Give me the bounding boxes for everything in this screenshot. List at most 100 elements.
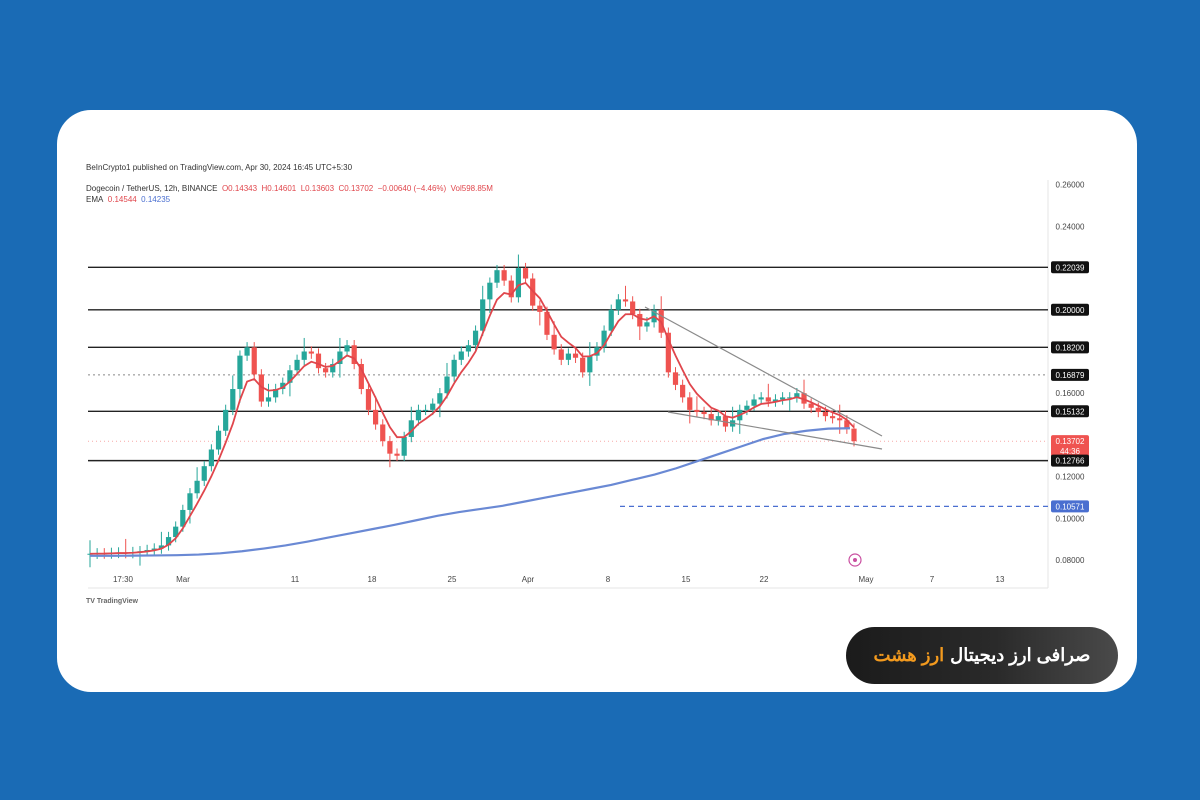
event-marker-dot xyxy=(853,558,857,562)
candle-body xyxy=(415,409,422,421)
candle-body xyxy=(672,372,679,385)
candle-body xyxy=(365,389,372,410)
candle-body xyxy=(380,424,386,442)
candle-body xyxy=(694,409,700,412)
candle-body xyxy=(358,364,364,390)
x-tick-label: 15 xyxy=(682,575,691,584)
current-price-label: 0.13702 xyxy=(1056,437,1085,446)
candle-body xyxy=(844,420,850,429)
candle-body xyxy=(330,364,336,373)
ema-slow-value: 0.14235 xyxy=(141,195,171,204)
candle-body xyxy=(465,345,472,352)
candle-body xyxy=(194,480,200,494)
candle-body xyxy=(301,351,307,360)
y-tick-label: 0.22039 xyxy=(1056,263,1085,272)
y-tick-label: 0.20000 xyxy=(1056,306,1085,315)
candle-body xyxy=(572,353,579,358)
low-value: L0.13603 xyxy=(300,184,335,193)
candle-body xyxy=(394,453,400,456)
candle-body xyxy=(515,268,522,298)
candle-body xyxy=(323,368,329,373)
candle-body xyxy=(601,330,607,348)
chart-card xyxy=(57,110,1137,692)
close-value: C0.13702 xyxy=(338,184,374,193)
y-tick-label: 0.16879 xyxy=(1056,371,1085,380)
candle-body xyxy=(387,441,393,454)
candle-body xyxy=(787,397,793,399)
candle-body xyxy=(687,397,693,410)
candle-body xyxy=(487,282,493,300)
candle-body xyxy=(522,268,529,279)
candle-body xyxy=(480,299,486,331)
candle-body xyxy=(644,322,650,327)
candle-body xyxy=(308,351,314,354)
x-tick-label: Apr xyxy=(522,575,535,584)
candle-body xyxy=(223,409,229,431)
candle-body xyxy=(751,399,757,406)
candle-body xyxy=(294,359,300,371)
level-tag xyxy=(1051,454,1089,467)
y-tick-label: 0.16000 xyxy=(1056,389,1085,398)
candle-body xyxy=(344,345,350,352)
candle-body xyxy=(315,353,322,369)
candle-body xyxy=(494,270,500,283)
high-value: H0.14601 xyxy=(261,184,297,193)
x-tick-label: 13 xyxy=(996,575,1005,584)
candle-body xyxy=(772,399,779,402)
candle-body xyxy=(230,389,236,410)
y-tick-label: 0.15132 xyxy=(1056,407,1085,416)
candle-body xyxy=(551,334,557,350)
candle-body xyxy=(337,351,343,365)
candle-body xyxy=(158,545,165,549)
candle-body xyxy=(401,436,407,456)
candle-body xyxy=(208,449,214,467)
candle-body xyxy=(508,280,514,298)
candle-body xyxy=(815,407,821,412)
y-tick-label: 0.12000 xyxy=(1056,473,1085,482)
x-tick-label: 25 xyxy=(448,575,457,584)
candle-body xyxy=(151,548,157,550)
x-tick-label: May xyxy=(858,575,873,584)
current-price-tag xyxy=(1051,435,1089,458)
candle-body xyxy=(779,397,786,400)
candle-body xyxy=(715,416,721,421)
y-tick-label: 0.26000 xyxy=(1056,181,1085,190)
symbol-legend: Dogecoin / TetherUS, 12h, BINANCE O0.143… xyxy=(86,184,493,193)
candle-body xyxy=(580,357,586,373)
y-tick-label: 0.12766 xyxy=(1056,457,1085,466)
candle-body xyxy=(608,309,614,331)
y-tick-label: 0.08000 xyxy=(1056,556,1085,565)
ema-legend: EMA 0.14544 0.14235 xyxy=(86,195,170,204)
candle-body xyxy=(258,374,264,402)
candle-body xyxy=(201,466,207,481)
candle-body xyxy=(237,355,243,390)
y-tick-label: 0.10000 xyxy=(1056,514,1085,523)
candle-body xyxy=(637,313,643,327)
candle-body xyxy=(765,397,771,402)
candle-body xyxy=(758,397,764,400)
candle-body xyxy=(472,330,479,346)
tradingview-logo: TV TradingView xyxy=(86,598,138,605)
x-tick-label: 17:30 xyxy=(113,575,134,584)
candle-body xyxy=(822,411,829,417)
candle-body xyxy=(408,420,414,437)
level-tag xyxy=(1051,303,1089,316)
countdown-label: 44:36 xyxy=(1060,447,1081,456)
candle-body xyxy=(173,526,179,538)
candle-body xyxy=(351,345,357,365)
candle-body xyxy=(708,414,714,421)
candle-body xyxy=(837,418,843,421)
level-tag xyxy=(1051,261,1089,274)
candle-body xyxy=(215,430,222,450)
change-value: −0.00640 (−4.46%) xyxy=(377,184,447,193)
candle-body xyxy=(851,428,857,442)
candle-body xyxy=(180,509,186,527)
y-tick-label: 0.24000 xyxy=(1056,222,1085,231)
level-tag xyxy=(1051,500,1089,513)
x-tick-label: 8 xyxy=(606,575,611,584)
candle-body xyxy=(165,537,172,546)
level-tag xyxy=(1051,341,1089,354)
level-tag xyxy=(1051,405,1089,418)
lower-trendline xyxy=(667,411,883,450)
ema-fast-line xyxy=(89,281,855,555)
